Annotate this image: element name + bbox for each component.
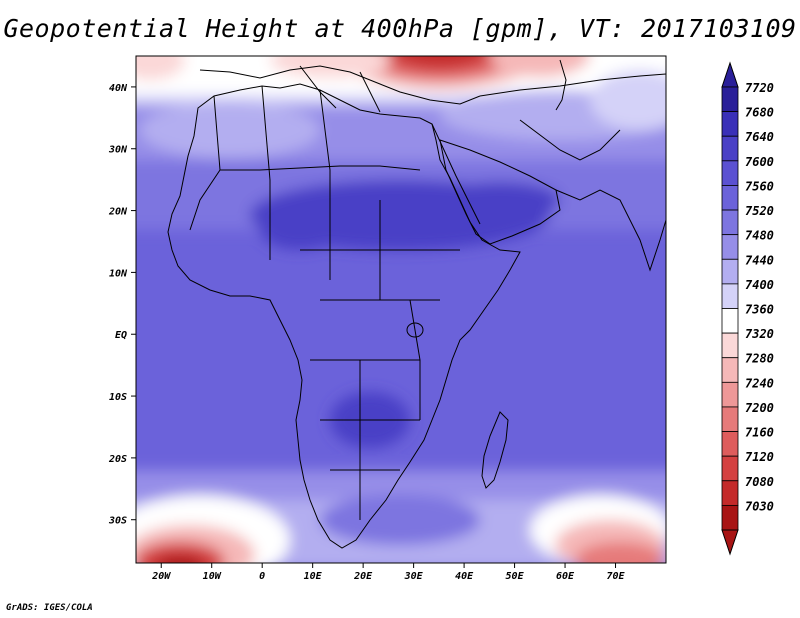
colorbar-swatch (721, 283, 739, 309)
colorbar-label: 7680 (745, 106, 774, 120)
colorbar-label: 7360 (745, 303, 774, 317)
colorbar-bottom-arrow (721, 529, 739, 556)
latitude-axis: 40N 30N 20N 10N EQ 10S 20S 30S (108, 83, 136, 527)
colorbar-label: 7400 (745, 278, 774, 292)
colorbar-label: 7560 (745, 179, 774, 193)
lat-tick-label: 10N (109, 268, 128, 279)
colorbar-label: 7480 (745, 229, 774, 243)
colorbar-swatch (721, 381, 739, 408)
lon-tick-label: 50E (506, 571, 525, 582)
colorbar-label: 7600 (745, 155, 774, 169)
lon-tick-label: 0 (259, 571, 265, 582)
plot-frame (135, 55, 667, 564)
colorbar-label: 7520 (745, 204, 774, 218)
lat-tick-label: 20N (108, 207, 128, 218)
lon-tick-label: 10E (304, 571, 323, 582)
colorbar-swatch (721, 455, 739, 482)
lon-tick-label: 10W (203, 571, 222, 582)
lat-tick-label: 30N (108, 145, 128, 156)
colorbar-label: 7120 (745, 450, 774, 464)
colorbar-label: 7280 (745, 352, 774, 366)
grads-credit: GrADS: IGES/COLA (6, 603, 93, 613)
colorbar-swatch (721, 357, 739, 383)
coastlines (167, 59, 666, 549)
colorbar-label: 7160 (745, 426, 774, 440)
colorbar-swatch (721, 234, 739, 260)
colorbar-swatch (721, 111, 739, 137)
lat-tick-label: 30S (108, 516, 127, 527)
colorbar-swatch (721, 160, 739, 186)
colorbar-swatch (721, 480, 739, 506)
colorbar-swatch (721, 135, 739, 162)
colorbar-label: 7240 (745, 376, 774, 390)
lat-tick-label: 10S (109, 392, 127, 403)
colorbar-label: 7440 (745, 253, 774, 267)
lat-tick-label: EQ (115, 330, 127, 341)
colorbar-swatch (721, 332, 739, 359)
colorbar-top-arrow (721, 61, 739, 88)
colorbar-swatch (721, 406, 739, 432)
colorbar: 7720 7680 7640 7600 7560 7520 7480 7440 7400 7360… (721, 61, 774, 556)
lon-tick-label: 20W (151, 571, 171, 582)
lat-tick-label: 40N (109, 83, 128, 94)
lat-tick-label: 20S (108, 454, 127, 465)
colorbar-swatch (721, 86, 739, 113)
colorbar-swatch (721, 209, 739, 236)
lon-tick-label: 30E (404, 571, 424, 582)
colorbar-swatch (721, 504, 739, 531)
colorbar-label: 7720 (745, 81, 774, 95)
lon-tick-label: 70E (606, 571, 625, 582)
colorbar-label: 7080 (745, 475, 774, 489)
map-title: Geopotential Height at 400hPa [gpm], VT:… (3, 14, 797, 43)
colorbar-label: 7320 (745, 327, 774, 341)
colorbar-swatch (721, 431, 739, 457)
height-field (136, 56, 666, 563)
lon-tick-label: 20E (353, 571, 373, 582)
longitude-axis: 20W 10W 0 10E 20E 30E 40E 50E 60E 70E (151, 563, 626, 582)
colorbar-swatch (721, 258, 739, 285)
colorbar-swatch (721, 308, 739, 334)
colorbar-label: 7640 (745, 130, 774, 144)
colorbar-swatch (721, 185, 739, 211)
lon-tick-label: 60E (556, 571, 575, 582)
colorbar-label: 7030 (745, 499, 774, 513)
colorbar-label: 7200 (745, 401, 774, 415)
lon-tick-label: 40E (455, 571, 474, 582)
